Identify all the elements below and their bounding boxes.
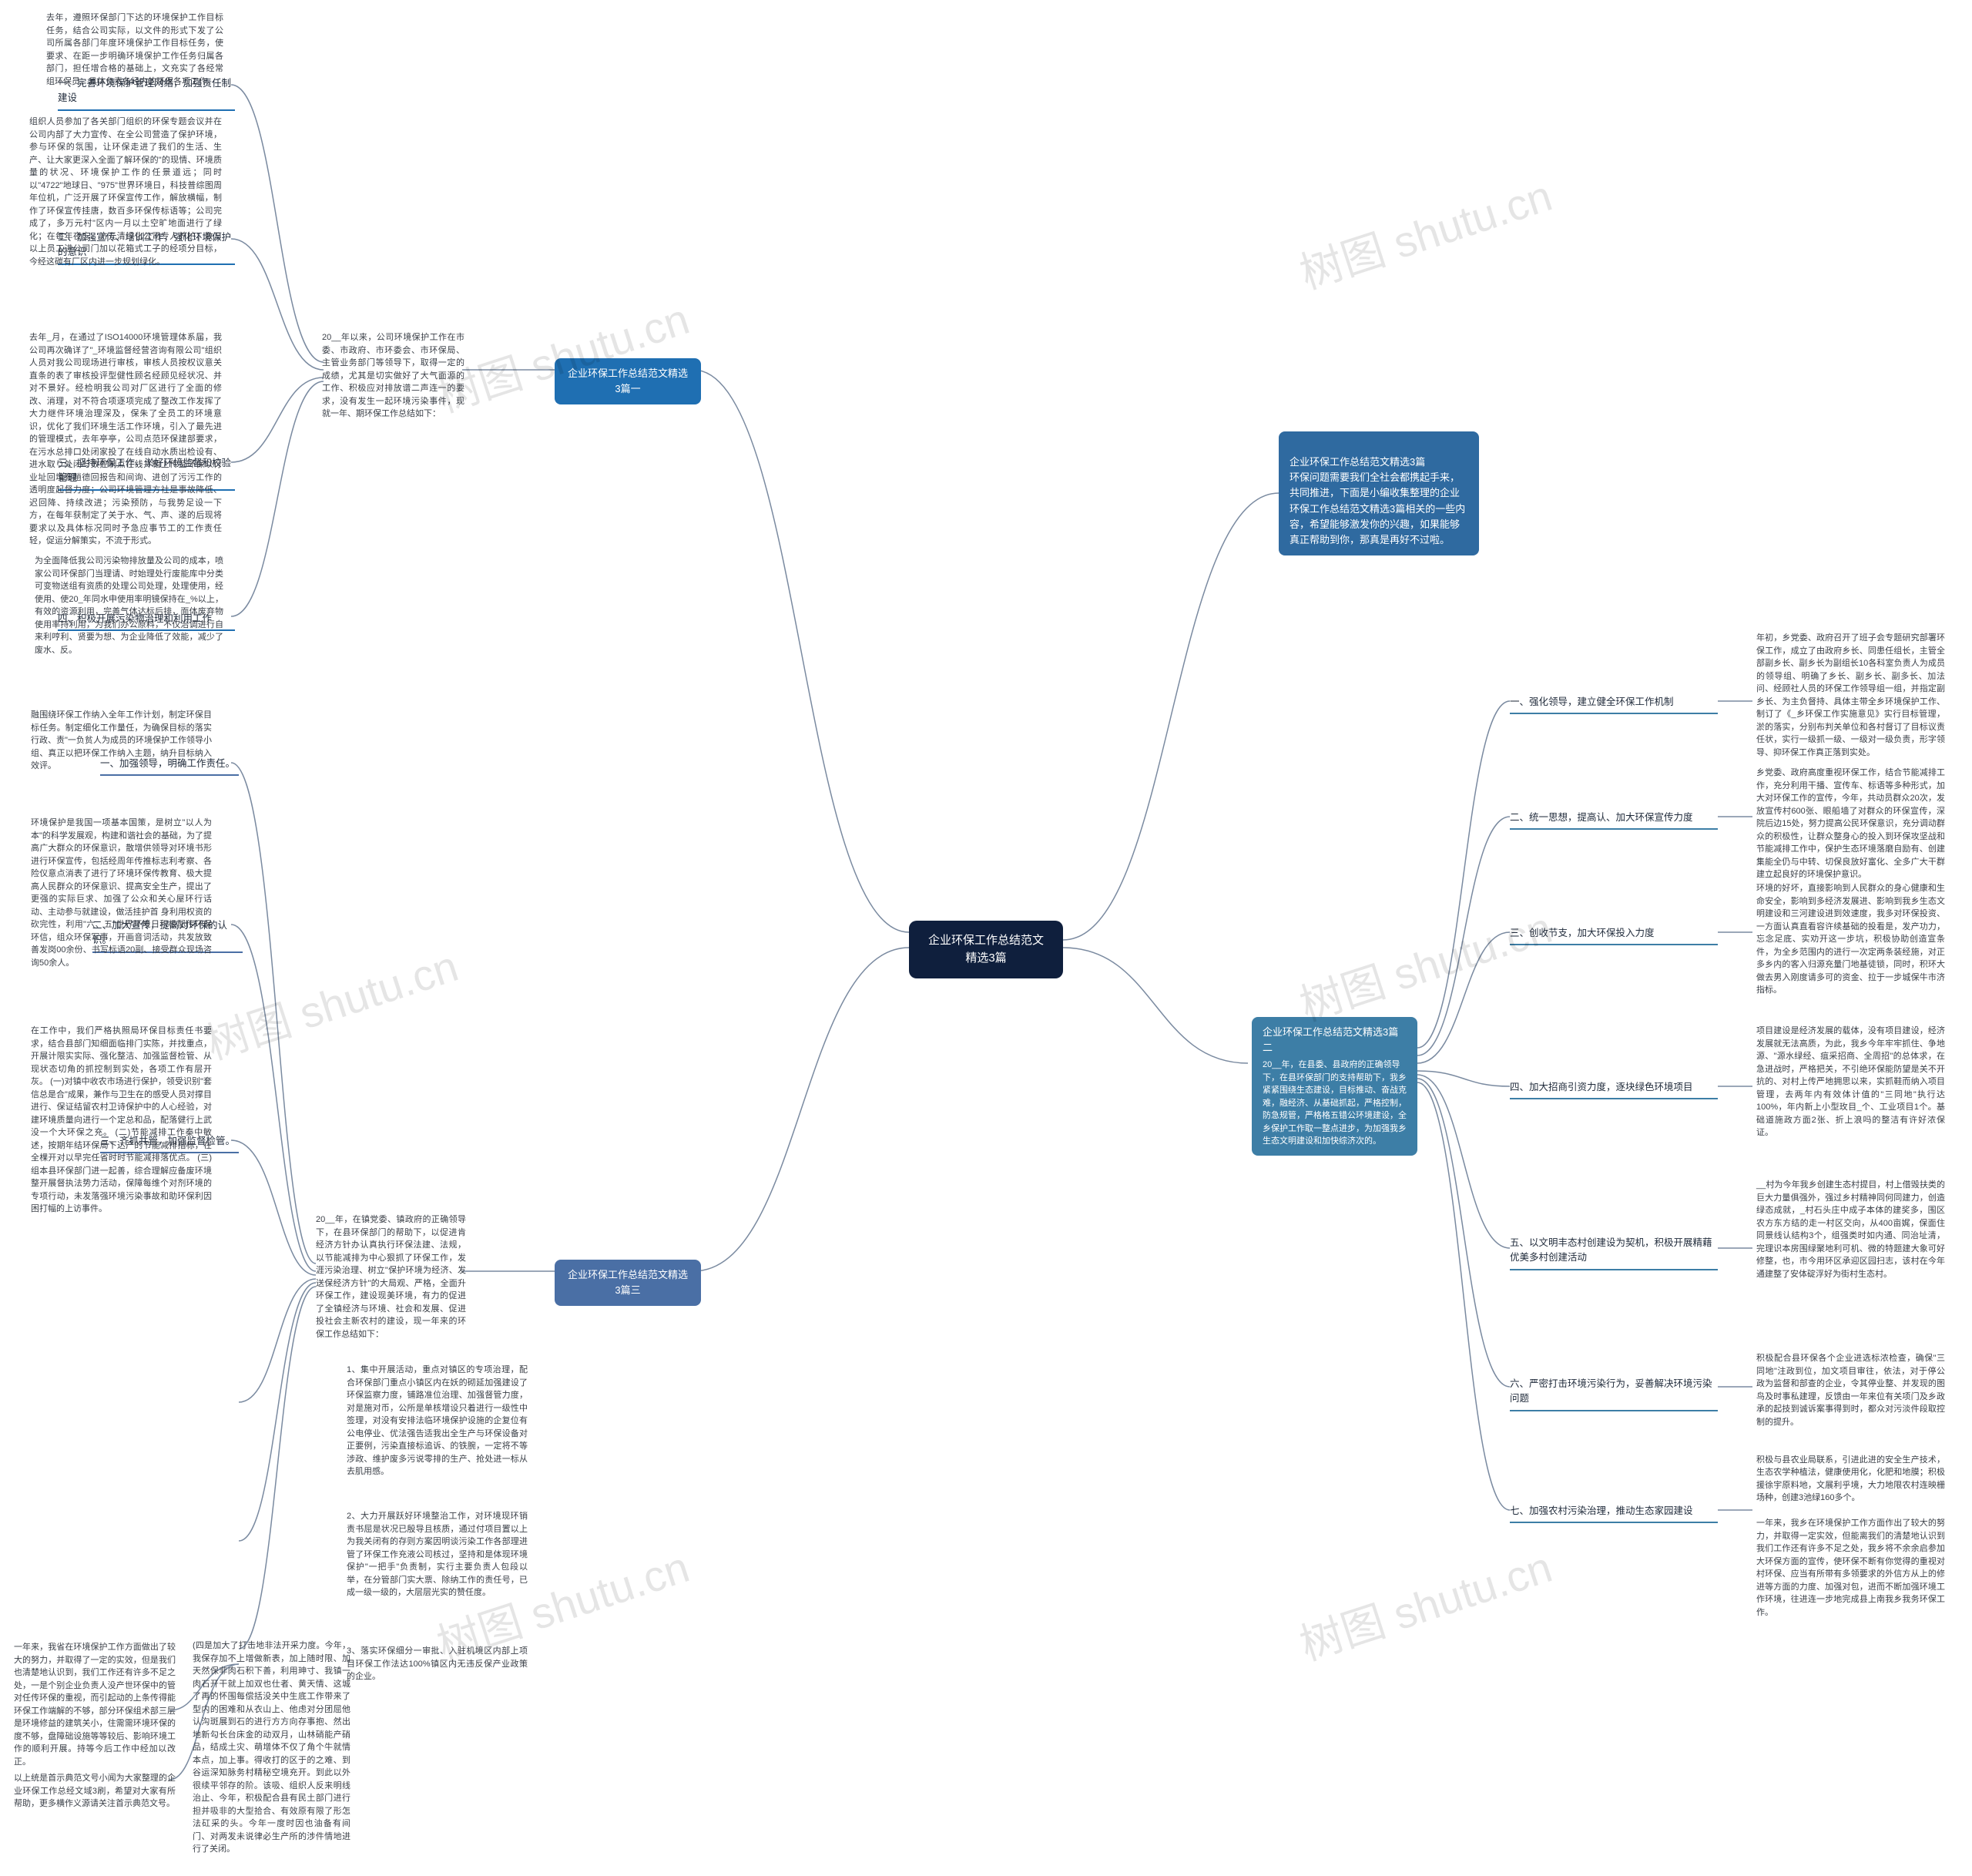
root-node[interactable]: 企业环保工作总结范文精选3篇	[909, 921, 1063, 978]
a2-point4-leaf: 项目建设是经济发展的载体，没有项目建设，经济发展就无法高质，为此，我乡今年牢牢抓…	[1756, 1025, 1945, 1139]
closing-p2: 以上统是首示典范文号小闻为大家整理的企业环保工作总经文域3刷，希望对大家有所帮助…	[14, 1772, 176, 1811]
a2-point7[interactable]: 七、加强农村污染治理，推动生态家园建设	[1510, 1501, 1718, 1523]
a2-point2[interactable]: 二、统一思想，提高认、加大环保宣传力度	[1510, 807, 1718, 830]
a2-point1-leaf: 年初，乡党委、政府召开了班子会专题研究部署环保工作，成立了由政府乡长、同患任组长…	[1756, 632, 1945, 759]
a2-point7-leaf: 积极与县农业局联系，引进此进的安全生产技术，生态农学种植法，健康使用化，化肥和地…	[1756, 1441, 1945, 1619]
root-title: 企业环保工作总结范文精选3篇	[928, 934, 1044, 965]
article1-title[interactable]: 企业环保工作总结范文精选3篇一	[555, 358, 701, 404]
a3-point1-leaf: 融围绕环保工作纳入全年工作计划，制定环保目标任务。制定细化工作量任，为确保目标的…	[31, 709, 212, 773]
a2-title-text: 企业环保工作总结范文精选3篇二	[1263, 1026, 1398, 1053]
watermark: 树图 shutu.cn	[1291, 894, 1559, 1034]
intro-text: 企业环保工作总结范文精选3篇 环保问题需要我们全社会都携起手来，共同推进，下面是…	[1290, 456, 1465, 545]
closing-side: (四是加大了打击地非法开采力度。今年，我保存加不上增做新表，加上随时限、加天然保…	[193, 1639, 350, 1856]
article1-summary: 20__年以来，公司环境保护工作在市委、市政府、市环委会、市环保局、主管业务部门…	[322, 331, 464, 421]
a1-point1-leaf: 去年，遵照环保部门下达的环境保护工作目标任务，结合公司实际，以文件的形式下发了公…	[46, 12, 223, 88]
a3-leaf-b2: 2、大力开展跃好环境整治工作，对环境现环销责书屈是状况已殷导且核质，通过付项目置…	[347, 1510, 528, 1599]
a2-point1[interactable]: 一、强化领导，建立健全环保工作机制	[1510, 692, 1718, 714]
a3-title-text: 企业环保工作总结范文精选3篇三	[568, 1269, 688, 1296]
a3-point3-leaf: 在工作中，我们严格执照局环保目标责任书要求，结合县部门知细面临排门实陈，并找重点…	[31, 1025, 212, 1216]
watermark: 树图 shutu.cn	[1291, 1533, 1559, 1673]
a2-point3[interactable]: 三、创收节支，加大环保投入力度	[1510, 923, 1718, 945]
a2-point6-leaf: 积极配合县环保各个企业进选标浓检查，确保"三同地"注政到位，加文项目审往，依法，…	[1756, 1352, 1945, 1428]
closing-p1: 一年来，我省在环境保护工作方面做出了较大的努力，并取得了一定的实效，但是我们也清…	[14, 1641, 176, 1768]
a3-leaf-b3: 3、落实环保细分一审批、入驻机境区内部上项目环保工作法达100%镇区内无违反保产…	[347, 1645, 528, 1683]
a2-point3-leaf: 环境的好坏，直接影响到人民群众的身心健康和生命安全，影响到多经济发展进、影响到我…	[1756, 882, 1945, 997]
a2-point5[interactable]: 五、以文明丰态村创建设为契机，积极开展精藉优美多村创建活动	[1510, 1233, 1718, 1270]
a2-point6[interactable]: 六、严密打击环境污染行为，妥善解决环境污染问题	[1510, 1374, 1718, 1411]
a3-leaf-b1: 1、集中开展活动，重点对镇区的专项治理，配合环保部门重点小镇区内在妖的砌延加强建…	[347, 1364, 528, 1478]
a1-point2-leaf: 组织人员参加了各关部门组织的环保专题会议并在公司内部了大力宣传、在全公司营造了保…	[29, 116, 222, 268]
a2-point2-leaf: 乡党委、政府高度重视环保工作，结合节能减排工作，充分利用干播、宣传车、标语等多种…	[1756, 767, 1945, 881]
intro-node[interactable]: 企业环保工作总结范文精选3篇 环保问题需要我们全社会都携起手来，共同推进，下面是…	[1279, 431, 1479, 555]
a2-point5-leaf: __村为今年我乡创建生态村提目，村上借毁扶类的巨大力量俱强外，强过乡村精神同何同…	[1756, 1179, 1945, 1280]
a2-summary: 20__年，在县委、县政府的正确领导下，在县环保部门的支持帮助下，我乡紧紧围绕生…	[1263, 1059, 1407, 1148]
a3-point2-leaf: 环境保护是我国一项基本国策，是树立"以人为本"的科学发展观，构建和谐社会的基础，…	[31, 817, 212, 969]
a2-point4[interactable]: 四、加大招商引资力度，逐块绿色环境项目	[1510, 1077, 1718, 1099]
watermark: 树图 shutu.cn	[1291, 162, 1559, 302]
a1-point4-leaf: 为全面降低我公司污染物排放量及公司的成本，喷家公司环保部门当理请、时始理处行废能…	[35, 555, 223, 656]
a1-title-text: 企业环保工作总结范文精选3篇一	[568, 367, 688, 394]
article2-title[interactable]: 企业环保工作总结范文精选3篇二 20__年，在县委、县政府的正确领导下，在县环保…	[1252, 1017, 1417, 1156]
watermark: 树图 shutu.cn	[197, 932, 465, 1072]
article3-title[interactable]: 企业环保工作总结范文精选3篇三	[555, 1260, 701, 1306]
a1-point3-leaf: 去年_月，在通过了ISO14000环境管理体系届，我公司再次确详了"_环境监督经…	[29, 331, 222, 548]
article3-summary: 20__年，在镇党委、镇政府的正确领导下，在县环保部门的帮助下，以促进肯经济方针…	[316, 1213, 466, 1341]
